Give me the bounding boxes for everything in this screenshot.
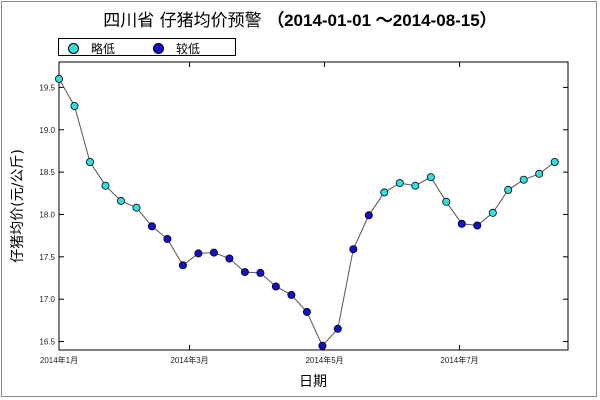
y-tick-label: 17.5	[39, 253, 55, 262]
y-tick-label: 18.0	[39, 210, 55, 219]
price-line	[58, 78, 556, 347]
y-tick-label: 19.0	[39, 126, 55, 135]
data-point	[178, 261, 187, 270]
data-point	[349, 245, 358, 254]
data-point	[442, 197, 451, 206]
x-tick-label: 2014年3月	[170, 355, 208, 365]
data-point	[488, 208, 497, 217]
legend-label-slightly-low: 略低	[91, 42, 116, 56]
data-point	[86, 157, 95, 166]
data-point	[117, 196, 126, 205]
legend-entry-low: 较低	[153, 40, 200, 57]
data-point	[209, 248, 218, 257]
data-point	[519, 175, 528, 184]
y-tick-label: 16.5	[39, 338, 55, 347]
data-point	[132, 203, 141, 212]
plot-area	[58, 61, 569, 351]
x-axis: 2014年1月 2014年3月 2014年5月 2014年7月	[40, 62, 479, 365]
y-tick-label: 17.0	[39, 295, 55, 304]
data-point	[55, 74, 64, 83]
data-point	[271, 282, 280, 291]
data-point	[318, 341, 327, 350]
x-tick-label: 2014年7月	[440, 355, 478, 365]
data-point	[70, 102, 79, 111]
data-point	[240, 268, 249, 277]
data-point	[163, 234, 172, 243]
x-tick-label: 2014年5月	[305, 355, 343, 365]
legend: 略低 较低	[58, 38, 236, 56]
chart-subtitle: （2014-01-01 ～2014-08-15）	[267, 11, 497, 30]
legend-marker-slightly-low	[68, 43, 79, 54]
data-point	[457, 219, 466, 228]
legend-label-low: 较低	[176, 42, 201, 56]
y-axis-label: 仔猪均价(元/公斤)	[10, 149, 26, 263]
data-point	[256, 268, 265, 277]
data-point	[302, 307, 311, 316]
data-point	[473, 221, 482, 230]
data-point	[504, 185, 513, 194]
data-point	[364, 211, 373, 220]
y-tick-label: 18.5	[39, 168, 55, 177]
data-point	[101, 181, 110, 190]
chart-title: 四川省 仔猪均价预警	[103, 11, 262, 31]
legend-marker-low	[153, 43, 164, 54]
data-point	[380, 188, 389, 197]
data-points	[55, 74, 559, 350]
x-tick-label: 2014年1月	[40, 355, 78, 365]
data-point	[333, 324, 342, 333]
data-point	[225, 254, 234, 263]
legend-entry-slightly-low: 略低	[68, 40, 115, 57]
data-point	[194, 249, 203, 258]
y-axis: 16.5 17.0 17.5 18.0 18.5 19.0 19.5	[39, 83, 568, 347]
data-point	[395, 179, 404, 188]
data-point	[147, 222, 156, 231]
data-point	[426, 173, 435, 182]
data-point	[411, 181, 420, 190]
y-tick-label: 19.5	[39, 83, 55, 92]
data-point	[535, 169, 544, 178]
data-point	[550, 157, 559, 166]
x-axis-label: 日期	[299, 374, 327, 390]
data-point	[287, 290, 296, 299]
chart-title-block: 四川省 仔猪均价预警 （2014-01-01 ～2014-08-15）	[0, 6, 600, 31]
